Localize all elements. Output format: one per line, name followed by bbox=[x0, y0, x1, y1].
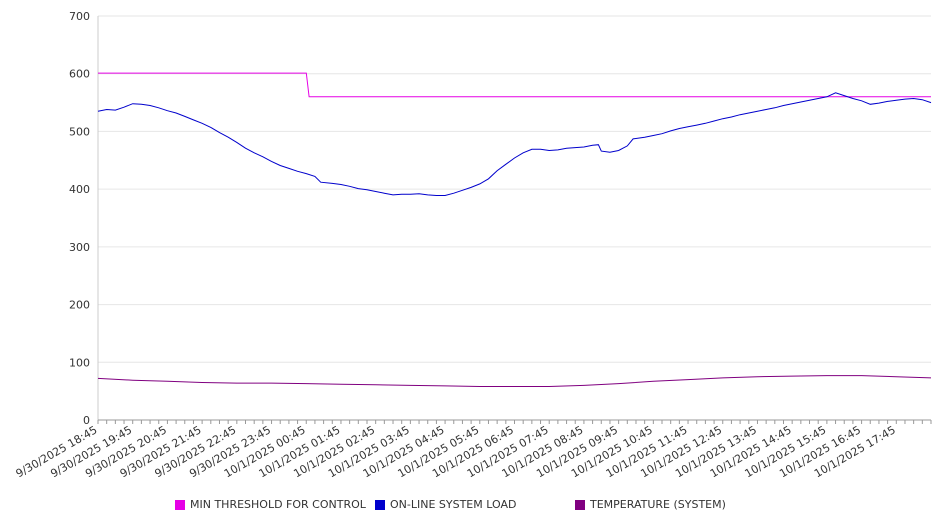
legend-label-min-threshold: MIN THRESHOLD FOR CONTROL bbox=[190, 498, 366, 511]
series-line-temperature-system bbox=[97, 375, 932, 387]
legend-label-temperature: TEMPERATURE (SYSTEM) bbox=[590, 498, 726, 511]
y-tick-label: 300 bbox=[69, 241, 90, 254]
y-tick-label: 100 bbox=[69, 356, 90, 369]
y-tick-label: 400 bbox=[69, 183, 90, 196]
y-axis-ticks: 0 100 200 300 400 500 600 700 bbox=[69, 10, 90, 427]
legend: MIN THRESHOLD FOR CONTROL ON-LINE SYSTEM… bbox=[175, 498, 875, 514]
y-tick-label: 0 bbox=[83, 414, 90, 427]
series-line-on-line-system-load bbox=[97, 92, 932, 196]
legend-swatch-system-load bbox=[375, 499, 385, 510]
series-line-min-threshold-for-control bbox=[98, 72, 931, 98]
legend-item-min-threshold[interactable]: MIN THRESHOLD FOR CONTROL bbox=[175, 498, 366, 511]
series-lines bbox=[97, 72, 932, 387]
legend-label-system-load: ON-LINE SYSTEM LOAD bbox=[390, 498, 517, 511]
axes bbox=[97, 16, 932, 424]
y-tick-label: 200 bbox=[69, 299, 90, 312]
y-tick-label: 500 bbox=[69, 125, 90, 138]
legend-swatch-min-threshold bbox=[175, 499, 185, 510]
legend-swatch-temperature bbox=[575, 499, 585, 510]
x-axis-ticks: 9/30/2025 18:459/30/2025 19:459/30/2025 … bbox=[14, 423, 898, 480]
y-tick-label: 600 bbox=[69, 68, 90, 81]
y-tick-label: 700 bbox=[69, 10, 90, 23]
grid-lines bbox=[98, 15, 931, 363]
legend-item-temperature[interactable]: TEMPERATURE (SYSTEM) bbox=[575, 498, 726, 511]
legend-item-system-load[interactable]: ON-LINE SYSTEM LOAD bbox=[375, 498, 516, 511]
